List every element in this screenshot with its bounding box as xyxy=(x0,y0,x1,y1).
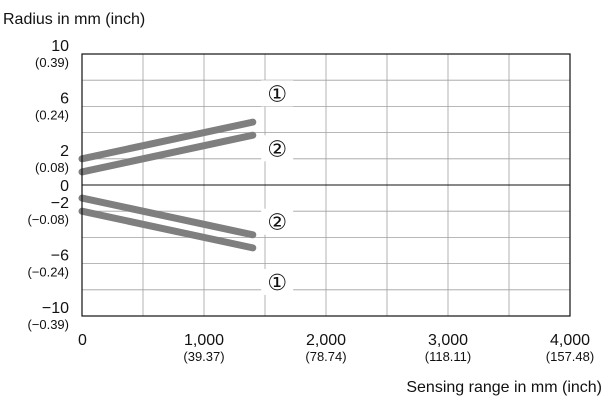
series-group xyxy=(78,118,257,252)
annotation-marker: ① xyxy=(267,270,287,295)
annotations: ① ② ② ① xyxy=(261,80,294,295)
x-tick-sublabel: (157.48) xyxy=(546,349,594,364)
y-tick-labels: 10(0.39) 6(0.24) 2(0.08) 0−2(−0.08) −6(−0.24… xyxy=(27,38,69,332)
x-tick-sublabel: (39.37) xyxy=(183,349,224,364)
series-line-3 xyxy=(78,194,257,239)
series-line-2 xyxy=(78,131,257,176)
y-tick-label: 10 xyxy=(51,38,69,55)
annotation-background xyxy=(261,208,294,235)
series-line-1 xyxy=(78,118,257,163)
x-tick-label: 3,000 xyxy=(428,332,468,349)
y-tick-sublabel: (−0.24) xyxy=(27,265,69,280)
annotation-background xyxy=(261,80,294,107)
y-tick-label: 2 xyxy=(60,143,69,160)
annotation-background xyxy=(261,135,294,162)
x-tick-sublabel: (118.11) xyxy=(425,349,472,364)
y-tick-sublabel: (0.39) xyxy=(35,55,69,70)
y-tick-sublabel: (−0.39) xyxy=(27,317,69,332)
y-axis-title: Radius in mm (inch) xyxy=(3,11,145,28)
y-tick-label: 6 xyxy=(60,90,69,107)
grid xyxy=(82,54,570,316)
y-tick-sublabel: (0.24) xyxy=(35,107,69,122)
y-tick-label: −10 xyxy=(42,300,69,317)
x-tick-label: 0 xyxy=(78,332,87,349)
series-line-4 xyxy=(78,207,257,252)
x-tick-label: 4,000 xyxy=(550,332,590,349)
y-tick-sublabel: (0.08) xyxy=(35,160,69,175)
y-tick-label: −2 xyxy=(51,195,69,212)
x-tick-label: 1,000 xyxy=(184,332,224,349)
annotation-marker: ② xyxy=(267,210,287,235)
y-tick-label: 0 xyxy=(60,178,69,195)
y-tick-label: −6 xyxy=(51,248,69,265)
x-tick-sublabel: (78.74) xyxy=(305,349,346,364)
plot-frame xyxy=(81,53,571,317)
y-tick-sublabel: (−0.08) xyxy=(27,212,69,227)
x-axis-title: Sensing range in mm (inch) xyxy=(406,379,602,396)
x-tick-label: 2,000 xyxy=(306,332,346,349)
annotation-marker: ① xyxy=(267,81,287,106)
annotation-marker: ② xyxy=(267,136,287,161)
x-tick-labels: 0 1,000(39.37) 2,000(78.74) 3,000(118.11) 4,… xyxy=(78,332,594,364)
annotation-background xyxy=(261,268,294,295)
